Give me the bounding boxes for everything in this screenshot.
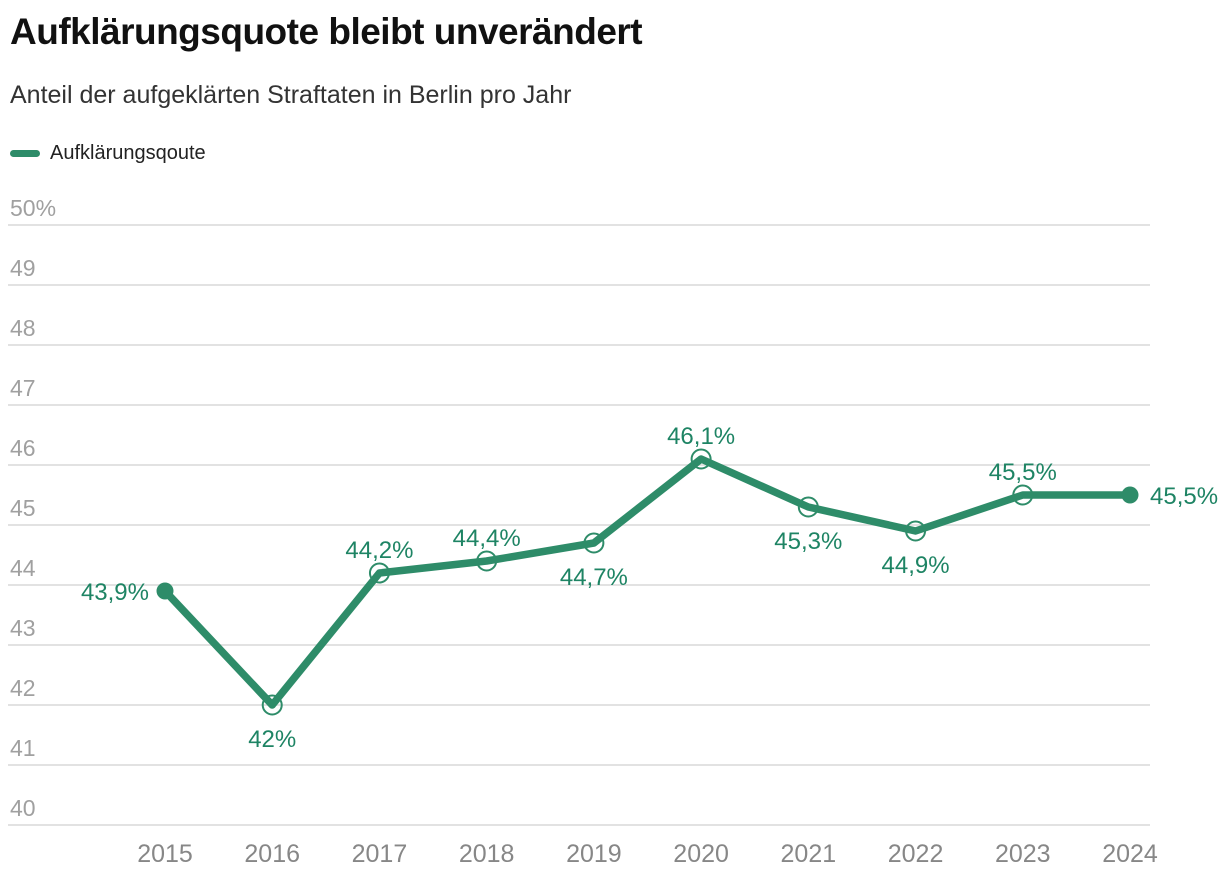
data-line: [161, 455, 1134, 709]
data-point-label: 44,9%: [882, 552, 950, 579]
legend-line-swatch: [10, 150, 40, 157]
data-point-end: [156, 582, 174, 600]
legend: Aufklärungsqoute: [10, 142, 206, 165]
data-point: [368, 562, 390, 584]
y-tick-label: 48: [10, 315, 36, 341]
x-tick-label: 2022: [888, 840, 944, 868]
data-point-label: 45,5%: [989, 459, 1057, 486]
x-tick-label: 2016: [244, 840, 300, 868]
y-tick-label: 46: [10, 435, 36, 461]
data-point: [1012, 484, 1034, 506]
x-tick-label: 2019: [566, 840, 622, 868]
data-point: [261, 694, 283, 716]
x-tick-label: 2021: [781, 840, 837, 868]
data-point-label: 44,4%: [453, 525, 521, 552]
y-tick-label: 45: [10, 495, 36, 521]
x-tick-label: 2015: [137, 840, 193, 868]
data-point: [797, 496, 819, 518]
data-point-label: 43,9%: [81, 579, 149, 606]
y-tick-label: 49: [10, 255, 36, 281]
x-tick-label: 2017: [352, 840, 408, 868]
data-point: [476, 550, 498, 572]
data-point-label: 44,7%: [560, 564, 628, 591]
data-point-end: [1121, 486, 1139, 504]
data-point-label: 44,2%: [345, 537, 413, 564]
y-tick-label: 40: [10, 795, 36, 821]
y-tick-label: 44: [10, 555, 36, 581]
x-tick-label: 2024: [1102, 840, 1158, 868]
data-point-label: 42%: [248, 726, 296, 753]
data-point-label: 45,5%: [1150, 483, 1218, 510]
y-tick-label: 41: [10, 735, 36, 761]
y-tick-label: 50%: [10, 195, 56, 221]
chart-subtitle: Anteil der aufgeklärten Straftaten in Be…: [10, 81, 572, 109]
legend-label: Aufklärungsqoute: [50, 142, 206, 164]
x-tick-label: 2020: [673, 840, 729, 868]
y-tick-label: 43: [10, 615, 36, 641]
data-point-label: 46,1%: [667, 423, 735, 450]
data-point: [583, 532, 605, 554]
x-tick-label: 2023: [995, 840, 1051, 868]
data-point: [690, 448, 712, 470]
y-tick-label: 47: [10, 375, 36, 401]
data-point-label: 45,3%: [774, 528, 842, 555]
y-tick-label: 42: [10, 675, 36, 701]
data-point: [905, 520, 927, 542]
chart-title: Aufklärungsquote bleibt unverändert: [10, 11, 643, 52]
x-tick-label: 2018: [459, 840, 515, 868]
